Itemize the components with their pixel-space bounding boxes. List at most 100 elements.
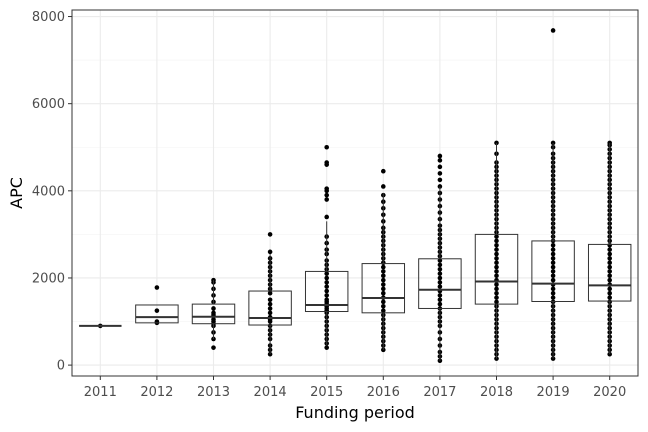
data-point [607,277,612,283]
data-point [437,266,443,272]
data-point [550,269,556,274]
data-point [381,286,386,292]
data-point [437,258,443,263]
data-point [267,301,273,307]
data-point [494,247,499,252]
data-point [324,297,330,303]
y-tick-label: 0 [57,359,65,374]
box-body [304,270,349,313]
data-point [324,214,330,220]
data-point [494,264,499,270]
data-point [607,286,612,292]
box-body [418,258,462,309]
x-tick-label: 2013 [197,385,230,400]
data-point [550,273,556,279]
data-point [607,260,612,266]
y-tick-label: 2000 [32,271,65,286]
y-tick-label: 4000 [32,184,65,199]
x-tick-label: 2012 [140,385,173,400]
boxes [79,142,632,361]
data-point [494,290,499,296]
data-point [437,297,443,303]
data-point [550,247,556,252]
box-2020 [587,142,632,355]
box-body [248,290,292,326]
data-point [437,293,443,298]
data-point [324,345,330,350]
data-point [437,284,443,289]
box-body [135,304,179,324]
data-point [494,251,499,257]
data-point [437,177,443,183]
data-point [550,242,556,248]
y-axis-ticks: 0 2000 4000 6000 8000 [32,10,72,374]
y-tick-label: 8000 [32,10,65,25]
data-point [381,299,386,305]
data-point [324,293,330,298]
data-point [381,264,386,270]
data-point [494,273,499,279]
data-point [324,197,330,202]
data-point [324,192,330,198]
data-point [381,277,386,283]
box-2017 [418,186,462,361]
box-body [474,233,519,305]
data-point [437,275,443,281]
data-point [494,356,499,361]
data-point [607,247,612,252]
data-point [494,286,499,292]
data-point [381,282,386,287]
data-point [494,269,499,274]
data-point [437,158,443,163]
data-point [267,290,273,296]
data-point [381,308,386,313]
data-point [494,299,499,305]
data-point [607,251,612,257]
data-point [437,271,443,276]
data-point [550,251,556,257]
data-point [324,280,330,285]
data-point [607,290,612,296]
data-point [154,285,160,290]
data-point [494,242,499,248]
data-point [267,232,273,237]
x-tick-label: 2018 [480,385,513,400]
data-points [98,28,612,364]
data-point [550,356,556,361]
data-point [550,260,556,266]
data-point [324,275,330,281]
x-tick-label: 2019 [537,385,570,400]
data-point [437,153,443,159]
x-axis-title: Funding period [295,403,415,422]
data-point [381,303,386,309]
data-point [381,269,386,274]
box-2014 [248,254,292,355]
data-point [381,347,386,353]
data-point [494,260,499,266]
data-point [154,308,160,313]
data-point [607,273,612,279]
data-point [437,171,443,176]
data-point [437,280,443,285]
data-point [324,144,330,150]
data-point [267,249,273,255]
box-2016 [361,193,406,350]
box-body [361,263,406,314]
data-point [381,273,386,279]
data-point [211,306,216,311]
data-point [437,164,443,170]
data-point [550,264,556,270]
x-axis-ticks: 2011 2012 2013 2014 2015 2016 2017 2018 2019 2020 [84,376,626,400]
data-point [211,317,216,322]
data-point [437,262,443,268]
data-point [550,256,556,261]
data-point [381,168,386,174]
data-point [267,297,273,303]
data-point [324,288,330,294]
data-point [494,282,499,287]
y-axis-title: APC [7,177,26,209]
data-point [607,295,612,300]
data-point [494,238,499,244]
